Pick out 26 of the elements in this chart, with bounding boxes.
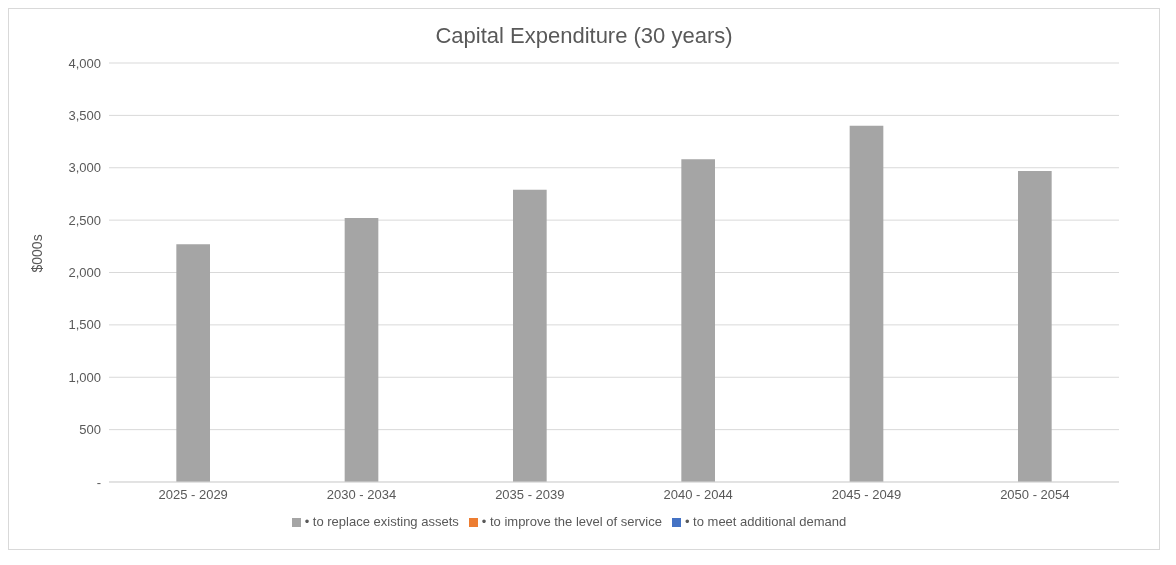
x-tick-label: 2050 - 2054 xyxy=(1000,487,1070,503)
x-tick-label: 2030 - 2034 xyxy=(326,487,397,503)
y-tick-label: 3,000 xyxy=(68,160,101,176)
y-axis-title: $000s xyxy=(28,234,45,273)
bar xyxy=(176,244,210,482)
y-tick-label: 1,000 xyxy=(68,369,101,385)
bar xyxy=(344,218,379,482)
legend-label: • to meet additional demand xyxy=(684,514,847,529)
y-tick-label: - xyxy=(96,474,101,490)
y-tick-label: 3,500 xyxy=(68,107,101,123)
bar xyxy=(513,189,547,482)
x-tick-label: 2035 - 2039 xyxy=(495,487,565,503)
legend-label: • to replace existing assets xyxy=(304,514,459,529)
bar xyxy=(1018,170,1052,482)
bar xyxy=(681,159,715,482)
x-tick-label: 2045 - 2049 xyxy=(831,487,902,503)
y-tick-label: 2,000 xyxy=(68,265,101,281)
y-tick-label: 500 xyxy=(79,422,101,438)
x-tick-label: 2025 - 2029 xyxy=(158,487,228,503)
bar xyxy=(849,125,884,482)
y-tick-label: 2,500 xyxy=(68,212,101,228)
chart-title: Capital Expenditure (30 years) xyxy=(434,23,734,49)
legend-label: • to improve the level of service xyxy=(481,514,662,529)
y-tick-label: 1,500 xyxy=(68,317,101,333)
x-tick-label: 2040 - 2044 xyxy=(663,487,733,503)
y-tick-label: 4,000 xyxy=(68,55,101,71)
